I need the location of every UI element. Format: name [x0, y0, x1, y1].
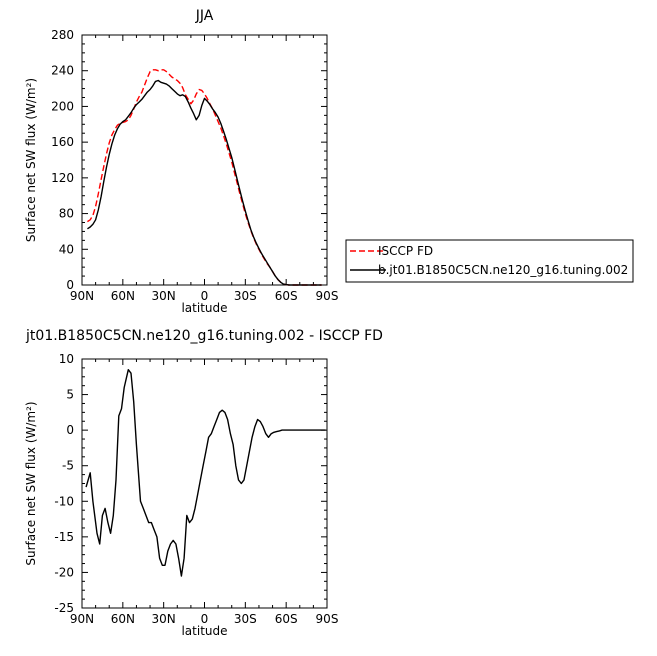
y-tick-label: 0: [66, 278, 74, 292]
y-axis-label: Surface net SW flux (W/m²): [24, 401, 38, 565]
x-tick-label: 90S: [316, 612, 339, 626]
x-axis-label: latitude: [181, 301, 227, 315]
x-tick-label: 30N: [152, 289, 176, 303]
x-tick-label: 60S: [275, 289, 298, 303]
x-tick-label: 30N: [152, 612, 176, 626]
x-tick-label: 60S: [275, 612, 298, 626]
x-tick-label: 60N: [111, 612, 135, 626]
panel-bottom-difference: jt01.B1850C5CN.ne120_g16.tuning.002 - IS…: [24, 328, 383, 638]
y-tick-label: -20: [54, 565, 74, 579]
x-tick-label: 90N: [70, 289, 94, 303]
x-tick-label: 30S: [234, 289, 257, 303]
plot-frame: [81, 34, 328, 286]
chart-title: JJA: [195, 8, 214, 24]
series-line-1: [87, 79, 322, 286]
x-tick-label: 0: [201, 289, 209, 303]
x-axis-label: latitude: [181, 624, 227, 638]
y-tick-label: 80: [59, 207, 74, 221]
series-line-0: [87, 69, 322, 286]
y-tick-label: 10: [59, 352, 74, 366]
y-tick-label: -5: [62, 459, 74, 473]
y-tick-label: 5: [66, 388, 74, 402]
legend-entry-0: ISCCP FD: [378, 244, 433, 258]
legend-box: [345, 239, 634, 283]
y-tick-label: -15: [54, 530, 74, 544]
y-tick-label: -10: [54, 494, 74, 508]
x-tick-label: 90N: [70, 612, 94, 626]
y-tick-label: 120: [51, 171, 74, 185]
y-tick-label: 160: [51, 135, 74, 149]
y-tick-label: 240: [51, 64, 74, 78]
y-axis-label: Surface net SW flux (W/m²): [24, 78, 38, 242]
x-tick-label: 90S: [316, 289, 339, 303]
y-tick-label: 0: [66, 423, 74, 437]
plot-frame: [81, 358, 328, 609]
y-tick-label: 40: [59, 242, 74, 256]
x-tick-label: 0: [201, 612, 209, 626]
y-tick-label: -25: [54, 601, 74, 615]
y-tick-label: 200: [51, 99, 74, 113]
legend: ISCCP FD b.jt01.B1850C5CN.ne120_g16.tunin…: [345, 239, 634, 283]
series-line-0: [85, 369, 326, 577]
panel-top-jja: JJA 0 40 80 120 160 200 240 280 90N 60N 30N 0 30S 60S 9…: [24, 8, 338, 315]
x-tick-label: 30S: [234, 612, 257, 626]
legend-entry-1: b.jt01.B1850C5CN.ne120_g16.tuning.002: [378, 263, 628, 277]
x-tick-label: 60N: [111, 289, 135, 303]
y-tick-label: 280: [51, 28, 74, 42]
chart-title: jt01.B1850C5CN.ne120_g16.tuning.002 - IS…: [25, 328, 383, 344]
